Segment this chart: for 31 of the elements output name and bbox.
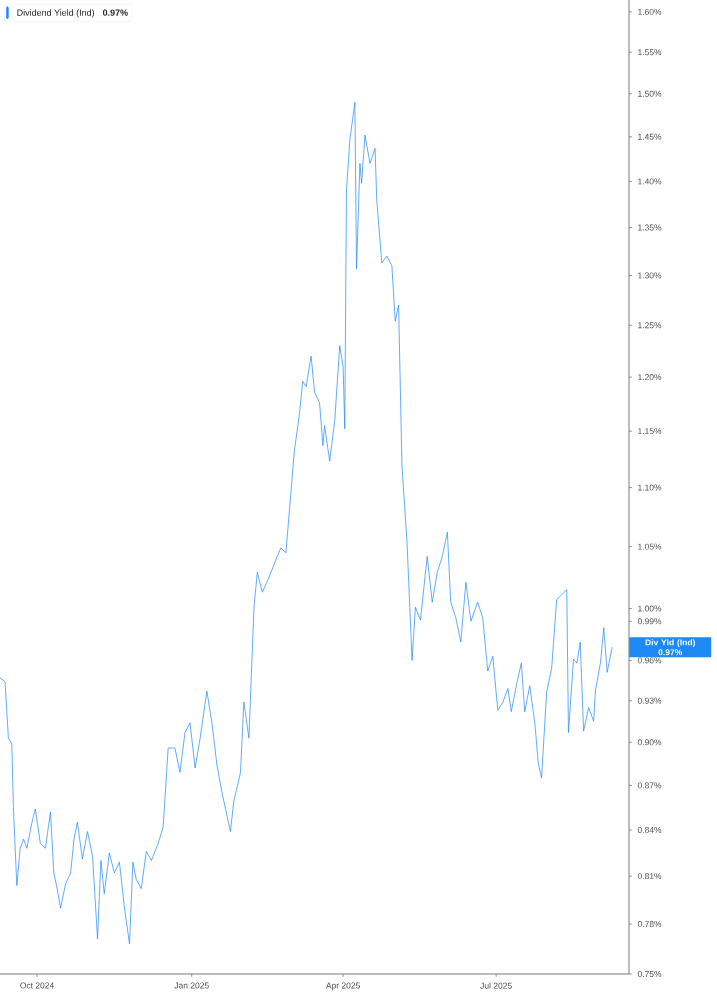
x-tick-label: Jan 2025 — [174, 982, 209, 989]
y-tick-label: 0.78% — [637, 921, 662, 928]
y-tick-label: 1.30% — [638, 272, 662, 279]
legend-label: Dividend Yield (Ind) — [17, 9, 95, 18]
y-tick-label: 0.87% — [637, 782, 662, 789]
text: 0.97% — [658, 649, 682, 656]
y-tick-label: 0.84% — [637, 826, 662, 833]
y-tick-label: 0.75% — [637, 971, 662, 977]
y-tick-label: 1.50% — [638, 90, 662, 97]
y-tick-label: 1.20% — [638, 374, 662, 381]
annotation: 0.97% — [102, 9, 128, 16]
x-tick-label: Oct 2024 — [20, 982, 54, 989]
line-series — [0, 101, 613, 945]
y-tick-label: 1.45% — [638, 133, 662, 140]
x-tick-label: Apr 2025 — [325, 982, 360, 991]
y-tick-label: 0.99% — [637, 618, 662, 625]
y-tick-label: 1.55% — [638, 49, 662, 56]
y-tick-label: 1.10% — [638, 484, 662, 491]
y-tick-label: 1.15% — [638, 428, 662, 435]
text: Div Yld (Ind) — [645, 639, 695, 648]
y-tick-label: 0.96% — [637, 657, 662, 664]
y-tick-label: 1.25% — [638, 322, 662, 329]
y-tick-label: 1.40% — [638, 178, 662, 185]
y-tick-label: 1.35% — [638, 224, 662, 231]
y-tick-label: 1.05% — [638, 543, 662, 550]
y-tick-label: 0.93% — [637, 697, 662, 704]
y-tick-label: 0.81% — [637, 873, 662, 880]
y-tick-label: 1.60% — [638, 8, 662, 15]
y-tick-label: 1.00% — [638, 605, 662, 612]
y-tick-label: 0.90% — [637, 739, 662, 746]
x-tick-label: Jul 2025 — [480, 982, 512, 989]
